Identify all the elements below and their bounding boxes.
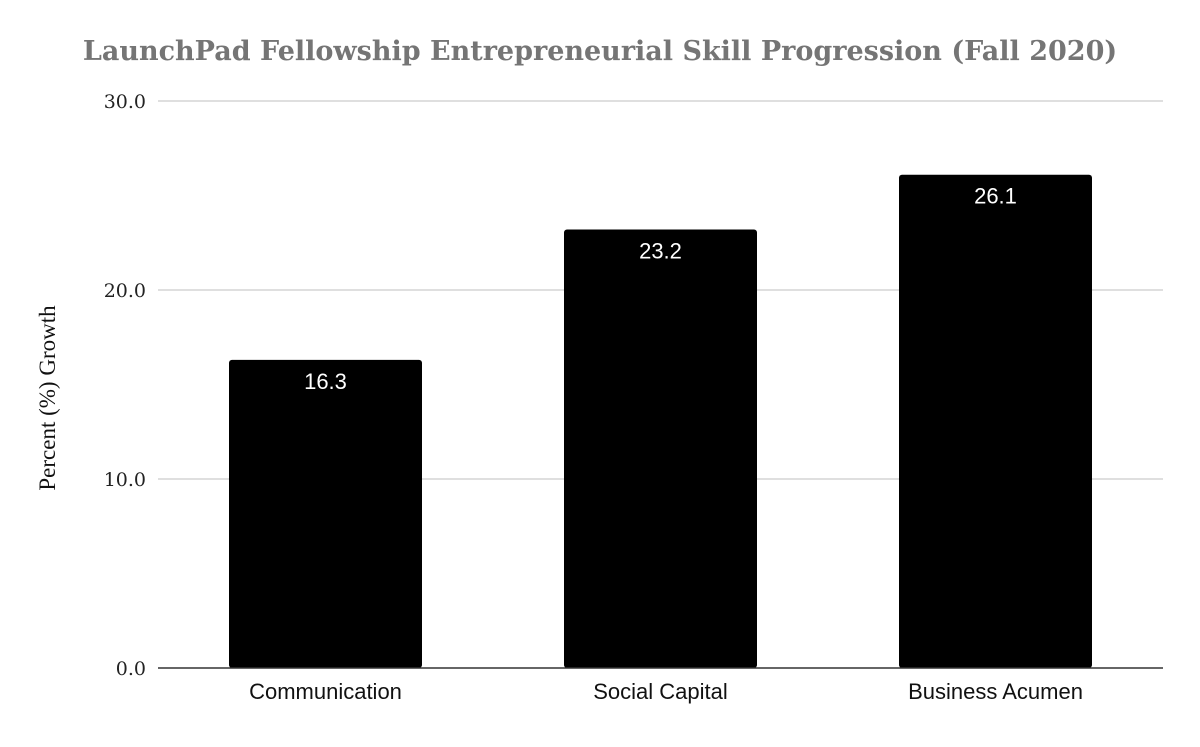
data-label: 26.1 — [974, 184, 1017, 209]
bar — [564, 229, 757, 668]
data-label: 23.2 — [639, 239, 682, 264]
bars — [229, 174, 1092, 668]
y-axis-label: Percent (%) Growth — [35, 305, 60, 491]
chart-title: LaunchPad Fellowship Entrepreneurial Ski… — [83, 36, 1117, 67]
y-tick-label: 30.0 — [104, 91, 146, 113]
data-labels: 16.3 23.2 26.1 — [304, 184, 1017, 394]
y-tick-label: 0.0 — [116, 658, 146, 680]
y-tick-label: 10.0 — [104, 469, 146, 491]
data-label: 16.3 — [304, 369, 347, 394]
x-tick-label: Social Capital — [593, 679, 728, 704]
x-axis-ticks: Communication Social Capital Business Acum… — [249, 679, 1083, 704]
x-tick-label: Business Acumen — [908, 679, 1083, 704]
y-axis-ticks: 0.0 10.0 20.0 30.0 — [104, 91, 146, 680]
bar — [229, 359, 422, 668]
x-tick-label: Communication — [249, 679, 402, 704]
bar — [899, 174, 1092, 668]
y-tick-label: 20.0 — [104, 280, 146, 302]
